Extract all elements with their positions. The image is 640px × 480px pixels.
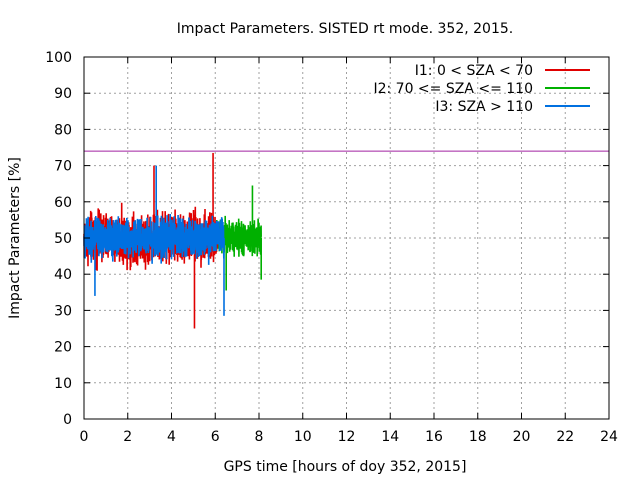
y-tick-labels: 0 10 20 30 40 50 60 70 80 90 100 (45, 50, 72, 428)
y-tick-label: 80 (54, 122, 72, 138)
legend-label-1: I1: 0 < SZA < 70 (415, 63, 533, 79)
x-tick-label: 6 (211, 429, 220, 445)
x-tick-label: 22 (556, 429, 574, 445)
chart-title: Impact Parameters. SISTED rt mode. 352, … (177, 21, 513, 37)
legend-label-3: I3: SZA > 110 (435, 99, 533, 115)
y-tick-label: 40 (54, 267, 72, 283)
x-tick-label: 10 (294, 429, 312, 445)
y-tick-label: 50 (54, 231, 72, 247)
y-tick-label: 60 (54, 195, 72, 211)
x-tick-label: 16 (425, 429, 443, 445)
x-tick-label: 4 (167, 429, 176, 445)
y-tick-label: 10 (54, 376, 72, 392)
series-line-3 (83, 213, 225, 265)
series-layer (83, 152, 262, 329)
x-tick-label: 0 (80, 429, 89, 445)
x-tick-label: 12 (338, 429, 356, 445)
x-tick-label: 18 (469, 429, 487, 445)
y-tick-label: 100 (45, 50, 72, 66)
y-tick-label: 30 (54, 303, 72, 319)
x-tick-label: 8 (255, 429, 264, 445)
x-tick-label: 14 (381, 429, 399, 445)
x-tick-labels: 0 2 4 6 8 10 12 14 16 18 20 22 24 (80, 429, 618, 445)
x-axis-label: GPS time [hours of doy 352, 2015] (224, 459, 467, 475)
y-tick-label: 0 (63, 412, 72, 428)
series-line-2 (210, 215, 262, 257)
axis-ticks (83, 56, 610, 420)
legend-label-2: I2: 70 <= SZA <= 110 (373, 81, 533, 97)
legend: I1: 0 < SZA < 70 I2: 70 <= SZA <= 110 I3: … (373, 63, 590, 115)
x-tick-label: 24 (600, 429, 618, 445)
y-tick-label: 70 (54, 159, 72, 175)
y-axis-label: Impact Parameters [%] (7, 157, 23, 319)
x-tick-label: 2 (123, 429, 132, 445)
y-tick-label: 20 (54, 340, 72, 356)
y-tick-label: 90 (54, 86, 72, 102)
x-tick-label: 20 (513, 429, 531, 445)
